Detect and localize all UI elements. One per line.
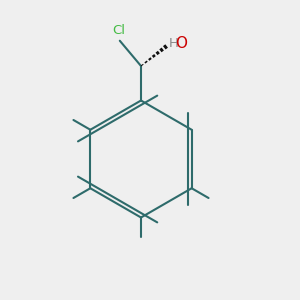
Text: Cl: Cl [112, 24, 125, 37]
Text: H: H [169, 38, 179, 50]
Text: O: O [175, 36, 187, 51]
